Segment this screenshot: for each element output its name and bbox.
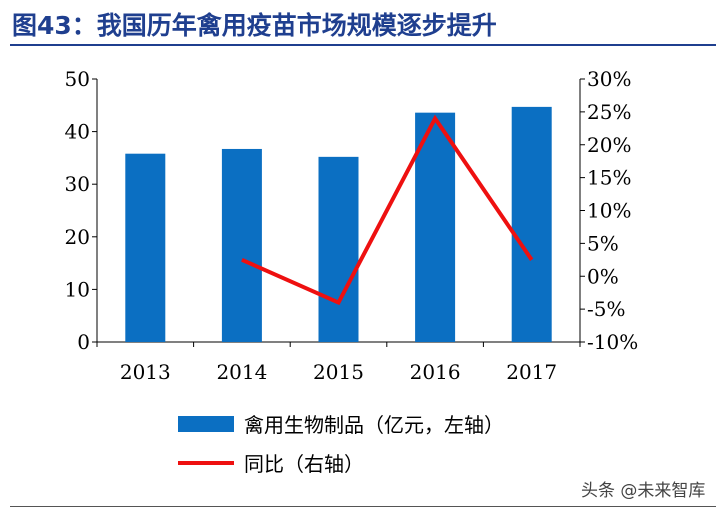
left-tick-label: 40 (65, 120, 90, 144)
bar (125, 153, 166, 342)
right-tick-label: 30% (587, 67, 631, 91)
right-tick-label: 20% (587, 133, 631, 157)
bar (415, 112, 456, 342)
bottom-divider (10, 506, 716, 507)
left-tick-label: 50 (65, 67, 90, 91)
left-tick-label: 30 (65, 172, 90, 196)
bar (221, 148, 262, 342)
x-tick-label: 2016 (410, 360, 461, 384)
right-tick-label: 15% (587, 166, 631, 190)
watermark: 头条 @未来智库 (581, 481, 706, 501)
right-tick-label: 10% (587, 199, 631, 223)
right-tick-label: -10% (587, 330, 638, 354)
right-tick-label: 25% (587, 100, 631, 124)
legend-bar-swatch (178, 416, 234, 432)
title-divider (10, 44, 716, 46)
page-title: 图43：我国历年禽用疫苗市场规模逐步提升 (12, 11, 497, 40)
right-tick-label: -5% (587, 297, 626, 321)
left-tick-label: 20 (65, 225, 90, 249)
legend-bar-label: 禽用生物制品（亿元，左轴） (244, 413, 504, 437)
x-tick-label: 2014 (216, 360, 267, 384)
right-tick-label: 0% (587, 264, 619, 288)
x-tick-label: 2017 (506, 360, 557, 384)
x-tick-label: 2015 (313, 360, 364, 384)
left-tick-label: 10 (65, 277, 90, 301)
legend-line-label: 同比（右轴） (244, 452, 364, 476)
bar (511, 106, 552, 343)
left-tick-label: 0 (77, 330, 90, 354)
bar (318, 156, 359, 342)
yoy-line (241, 114, 534, 306)
right-tick-label: 5% (587, 231, 619, 255)
x-tick-label: 2013 (120, 360, 171, 384)
